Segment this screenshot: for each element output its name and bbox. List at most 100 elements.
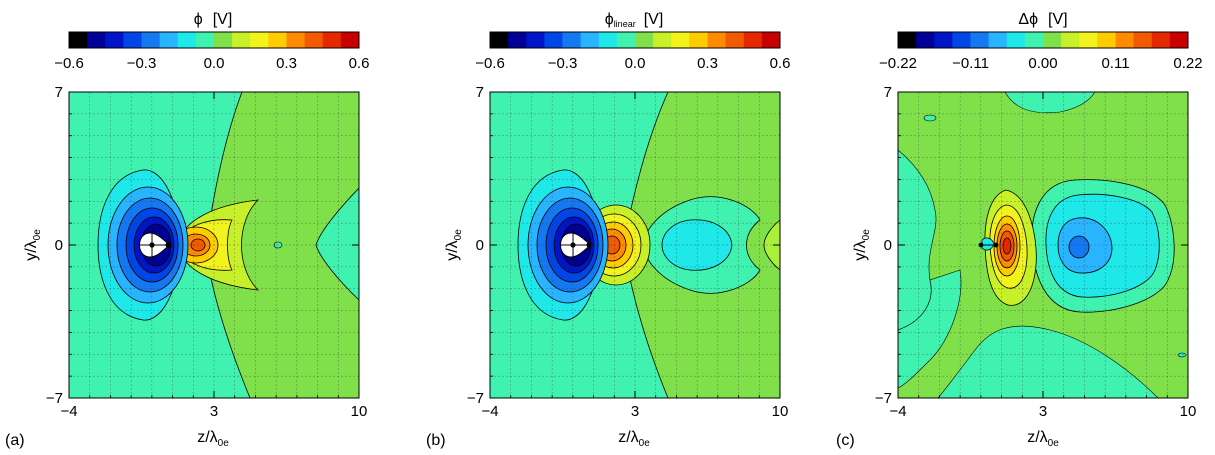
- colorbar-swatch: [159, 32, 179, 48]
- colorbar-swatch: [988, 32, 1008, 48]
- colorbar-swatch: [508, 32, 527, 48]
- colorbar-ticks: −0.6 −0.3 0.0 0.3 0.6: [475, 55, 790, 72]
- y-tick-label: −7: [46, 390, 63, 407]
- colorbar-swatch: [916, 32, 935, 48]
- colorbar-tick: 0.11: [1101, 55, 1129, 72]
- colorbar-tick: 0.6: [349, 55, 370, 72]
- colorbar-swatch: [87, 32, 106, 48]
- panel-c: Δϕ [V] −0.22 −0.11 0.00 0.11 0.22: [836, 11, 1203, 449]
- colorbar-tick: 0.00: [1028, 55, 1057, 72]
- colorbar-swatch: [970, 32, 990, 48]
- colorbar-tick: 0.22: [1173, 55, 1202, 72]
- colorbar-swatch: [562, 32, 582, 48]
- x-tick-label: −4: [889, 403, 906, 420]
- colorbar-swatch: [195, 32, 215, 48]
- x-tick-label: −4: [60, 403, 77, 420]
- colorbar-frame: [489, 31, 781, 49]
- colorbar-title: Δϕ [V]: [1018, 11, 1067, 28]
- colorbar-tick: −0.6: [54, 55, 84, 72]
- panel-label: (c): [836, 432, 855, 449]
- y-tick-label: 7: [884, 84, 892, 101]
- colorbar-tick: 0.3: [276, 55, 297, 72]
- contour-region: [1068, 235, 1090, 259]
- colorbar-title: ϕ [V]: [194, 11, 233, 28]
- y-tick-label: 0: [476, 237, 484, 254]
- colorbar-swatch: [526, 32, 545, 48]
- colorbar-swatch: [214, 32, 233, 48]
- colorbar-swatch: [177, 32, 197, 48]
- grid: [69, 92, 359, 398]
- axes: −4 3 10 7 0 −7: [875, 84, 1196, 420]
- colorbar-swatch: [934, 32, 953, 48]
- colorbar-swatch: [105, 32, 124, 48]
- colorbar: [68, 31, 360, 49]
- colorbar-swatch: [232, 32, 251, 48]
- colorbar-swatch: [598, 32, 618, 48]
- x-axis-label: z/λ0e: [1027, 429, 1059, 449]
- colorbar-swatch: [250, 32, 269, 48]
- colorbar-swatch: [322, 32, 342, 48]
- axes: −4 3 10 7 0 −7: [46, 84, 367, 420]
- colorbar-tick: −0.11: [952, 55, 989, 72]
- colorbar-swatch: [653, 32, 672, 48]
- contour-region: [1002, 237, 1012, 255]
- probe-marker: [165, 242, 171, 248]
- colorbar-swatch: [1169, 32, 1189, 48]
- x-tick-label: 10: [772, 403, 789, 420]
- colorbar-swatch: [544, 32, 563, 48]
- colorbar: [897, 31, 1189, 49]
- colorbar-swatch: [689, 32, 708, 48]
- colorbar-swatch: [1097, 32, 1116, 48]
- colorbar-swatch: [743, 32, 763, 48]
- colorbar-swatch: [286, 32, 306, 48]
- colorbar-frame: [68, 31, 360, 49]
- contour-region: [898, 269, 962, 389]
- panel-label: (a): [5, 432, 25, 449]
- y-tick-label: 7: [55, 84, 63, 101]
- colorbar-swatch: [580, 32, 600, 48]
- y-tick-label: −7: [467, 390, 484, 407]
- colorbar-swatch: [707, 32, 727, 48]
- colorbar-swatch: [69, 32, 88, 48]
- colorbar-swatch: [1115, 32, 1135, 48]
- colorbar-swatch: [761, 32, 781, 48]
- colorbar-swatch: [268, 32, 287, 48]
- grid: [898, 92, 1188, 398]
- colorbar-ticks: −0.6 −0.3 0.0 0.3 0.6: [54, 55, 369, 72]
- y-tick-label: −7: [875, 390, 892, 407]
- colorbar-swatch: [616, 32, 636, 48]
- colorbar-swatch: [952, 32, 971, 48]
- colorbar-swatch: [304, 32, 324, 48]
- x-tick-label: 3: [210, 403, 218, 420]
- contour-region: [923, 114, 937, 122]
- panel-a: ϕ [V] −0.6 −0.3 0.0 0.3 0.6: [5, 11, 369, 449]
- colorbar-tick: −0.6: [475, 55, 505, 72]
- grid: [490, 92, 780, 398]
- y-axis-label: y/λ0e: [23, 229, 43, 261]
- colorbar-swatch: [123, 32, 142, 48]
- panel-label: (b): [426, 432, 446, 449]
- colorbar-swatch: [490, 32, 509, 48]
- x-tick-label: 3: [631, 403, 639, 420]
- colorbar-swatch: [725, 32, 745, 48]
- y-axis-label: y/λ0e: [444, 229, 464, 261]
- y-axis-label: y/λ0e: [852, 229, 872, 261]
- y-tick-label: 7: [476, 84, 484, 101]
- colorbar: [489, 31, 781, 49]
- colorbar-tick: 0.6: [770, 55, 791, 72]
- colorbar-swatch: [671, 32, 690, 48]
- x-axis-label: z/λ0e: [618, 429, 650, 449]
- colorbar-swatch: [635, 32, 654, 48]
- colorbar-swatch: [1133, 32, 1153, 48]
- y-tick-label: 0: [884, 237, 892, 254]
- contour-region: [1177, 352, 1187, 358]
- colorbar-frame: [897, 31, 1189, 49]
- x-tick-label: 3: [1039, 403, 1047, 420]
- colorbar-swatch: [1024, 32, 1044, 48]
- colorbar-swatch: [898, 32, 917, 48]
- colorbar-swatch: [1061, 32, 1080, 48]
- colorbar-swatch: [1043, 32, 1062, 48]
- colorbar-tick: −0.3: [548, 55, 578, 72]
- colorbar-swatch: [1079, 32, 1098, 48]
